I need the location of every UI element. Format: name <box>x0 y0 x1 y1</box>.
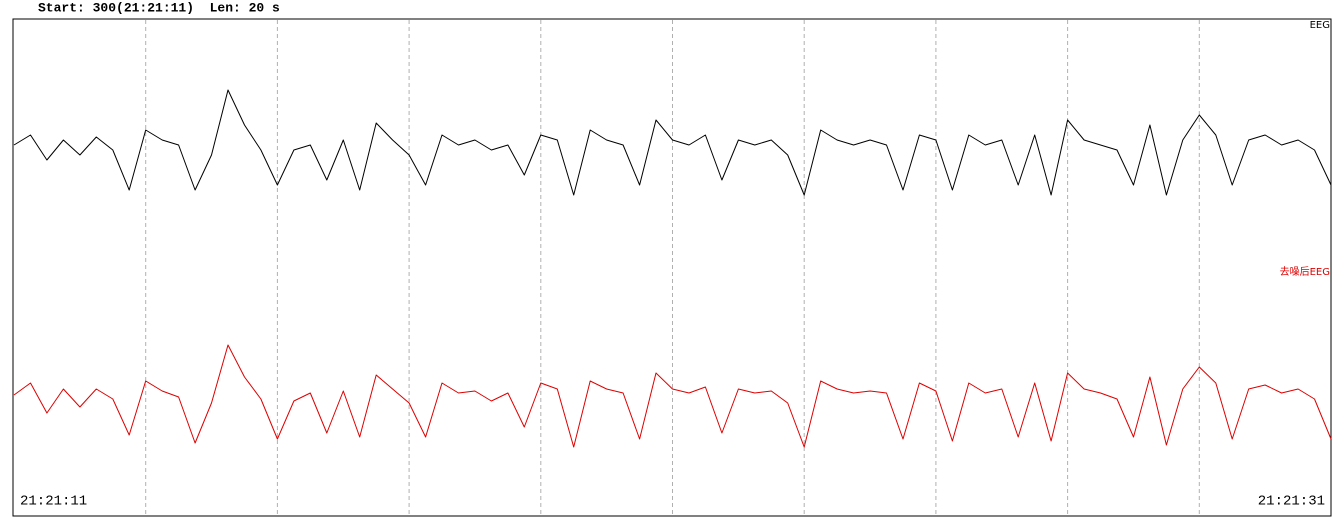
trace <box>13 344 1332 448</box>
x-tick-label: 21:21:11 <box>20 494 87 510</box>
header: Start: 300(21:21:11) Len: 20 s <box>38 0 280 15</box>
channel-label: 去噪后EEG <box>1280 266 1330 278</box>
trace <box>13 89 1332 196</box>
channel-label: EEG <box>1310 20 1330 31</box>
x-tick-label: 21:21:31 <box>1258 494 1325 510</box>
